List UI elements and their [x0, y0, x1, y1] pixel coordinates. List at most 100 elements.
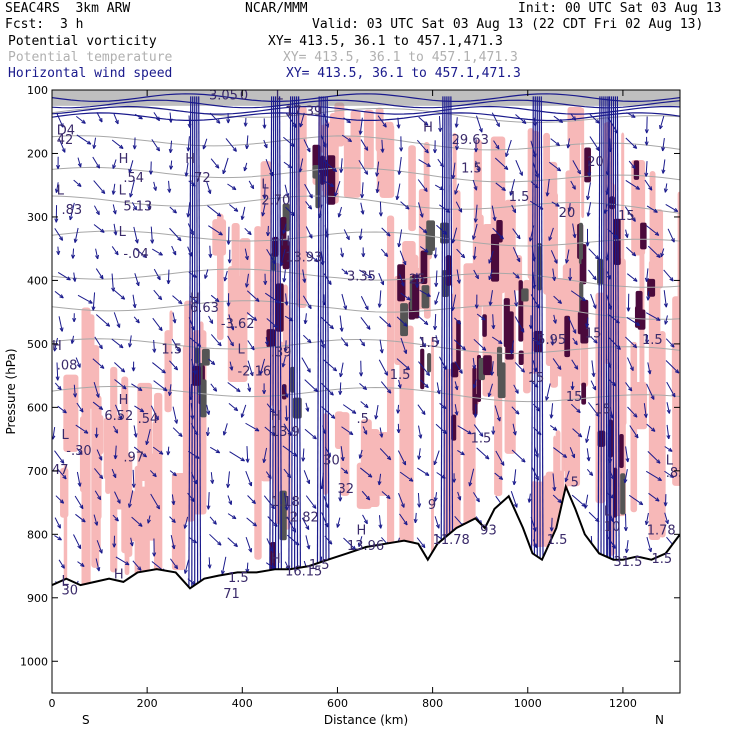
wind-vector — [153, 339, 156, 353]
wind-arrowhead — [138, 522, 143, 527]
wind-arrowhead — [119, 144, 124, 150]
wind-column-line — [530, 96, 534, 636]
wind-vector — [210, 383, 218, 392]
wind-vector — [202, 138, 208, 150]
wind-arrowhead — [644, 277, 649, 282]
wind-arrowhead — [451, 174, 456, 180]
wind-vector — [114, 445, 117, 459]
wind-arrowhead — [644, 172, 649, 177]
wind-vector — [626, 316, 640, 326]
wind-vector — [208, 225, 223, 236]
wind-speed-contour — [52, 93, 680, 103]
wind-vector — [115, 404, 122, 420]
contour-label: 1.5 — [228, 571, 249, 586]
contour-label: .54 — [138, 412, 159, 427]
wind-vector — [227, 382, 241, 393]
wind-vector — [283, 492, 288, 511]
wind-arrowhead — [361, 341, 366, 347]
wind-vector — [340, 247, 344, 258]
pv-dark-cell — [619, 434, 624, 469]
wind-vector — [285, 405, 288, 421]
wind-arrowhead — [380, 280, 385, 286]
pv-dark-cell — [421, 285, 430, 309]
wind-arrowhead — [488, 301, 493, 306]
wind-vector — [207, 427, 209, 436]
wind-vector — [568, 316, 577, 334]
wind-vector — [111, 273, 114, 292]
wind-vector — [93, 180, 106, 194]
wind-arrowhead — [100, 228, 105, 233]
wind-arrowhead — [184, 172, 189, 177]
wind-arrowhead — [454, 385, 459, 391]
contour-label: 10 — [604, 520, 621, 535]
wind-vector — [169, 112, 172, 123]
wind-arrowhead — [496, 122, 500, 128]
wind-arrowhead — [116, 323, 121, 328]
wind-vector — [305, 251, 319, 263]
wind-vector — [227, 513, 237, 520]
wind-vector — [227, 537, 238, 547]
wind-vector — [334, 180, 341, 197]
wind-vector — [229, 451, 245, 462]
wind-arrowhead — [282, 229, 287, 234]
wind-vector — [54, 228, 64, 241]
wind-vector — [493, 140, 500, 150]
pv-dark-cell — [427, 353, 432, 373]
wind-column-line — [597, 96, 601, 636]
wind-arrowhead — [127, 503, 132, 508]
wind-column-line — [316, 96, 320, 636]
wind-arrowhead — [565, 259, 569, 264]
wind-arrowhead — [134, 239, 139, 244]
wind-arrowhead — [571, 453, 576, 459]
wind-arrowhead — [113, 231, 118, 236]
contour-label: H — [185, 152, 195, 167]
wind-vector — [664, 470, 674, 478]
theta-line — [52, 230, 680, 247]
wind-arrowhead — [435, 524, 440, 529]
wind-vector — [513, 469, 517, 485]
wind-arrowhead — [254, 427, 260, 432]
pv-shade-blob — [648, 260, 661, 540]
contour-label: 5.13 — [123, 200, 152, 215]
pv-dark-cell — [581, 382, 587, 405]
pv-shade-blob — [567, 106, 583, 143]
wind-vector — [170, 558, 179, 570]
wind-arrowhead — [520, 368, 525, 373]
wind-arrowhead — [468, 482, 473, 487]
wind-arrowhead — [57, 536, 62, 541]
wind-vector — [96, 111, 103, 123]
wind-arrowhead — [77, 182, 82, 187]
wind-arrowhead — [135, 281, 140, 287]
contour-label: H — [271, 409, 281, 424]
wind-arrowhead — [516, 234, 521, 240]
wind-vector — [570, 290, 586, 302]
wind-vector — [511, 204, 517, 213]
wind-vector — [361, 182, 364, 198]
wind-vector — [305, 402, 309, 412]
wind-vector — [301, 357, 311, 373]
wind-vector — [340, 467, 349, 474]
pv-shade-blob — [60, 467, 69, 518]
wind-arrowhead — [654, 231, 660, 236]
wind-column-line — [279, 96, 283, 636]
wind-arrowhead — [548, 236, 553, 241]
wind-vector — [130, 537, 133, 547]
wind-arrowhead — [95, 393, 100, 398]
pv-dark-cell — [456, 320, 461, 371]
wind-vector — [473, 379, 477, 389]
wind-arrowhead — [660, 252, 665, 258]
wind-arrowhead — [631, 113, 636, 118]
wind-arrowhead — [403, 520, 408, 526]
wind-arrowhead — [359, 372, 364, 377]
wind-arrowhead — [650, 395, 655, 400]
wind-vector — [645, 268, 649, 282]
wind-arrowhead — [351, 409, 357, 414]
wind-vector — [246, 446, 249, 463]
wind-vector — [113, 223, 117, 236]
wind-arrowhead — [670, 343, 675, 348]
wind-vector — [247, 383, 251, 392]
pv-shade-blob — [649, 171, 656, 264]
contour-label: L — [238, 342, 246, 357]
wind-arrowhead — [248, 548, 253, 553]
wind-arrowhead — [572, 329, 577, 334]
